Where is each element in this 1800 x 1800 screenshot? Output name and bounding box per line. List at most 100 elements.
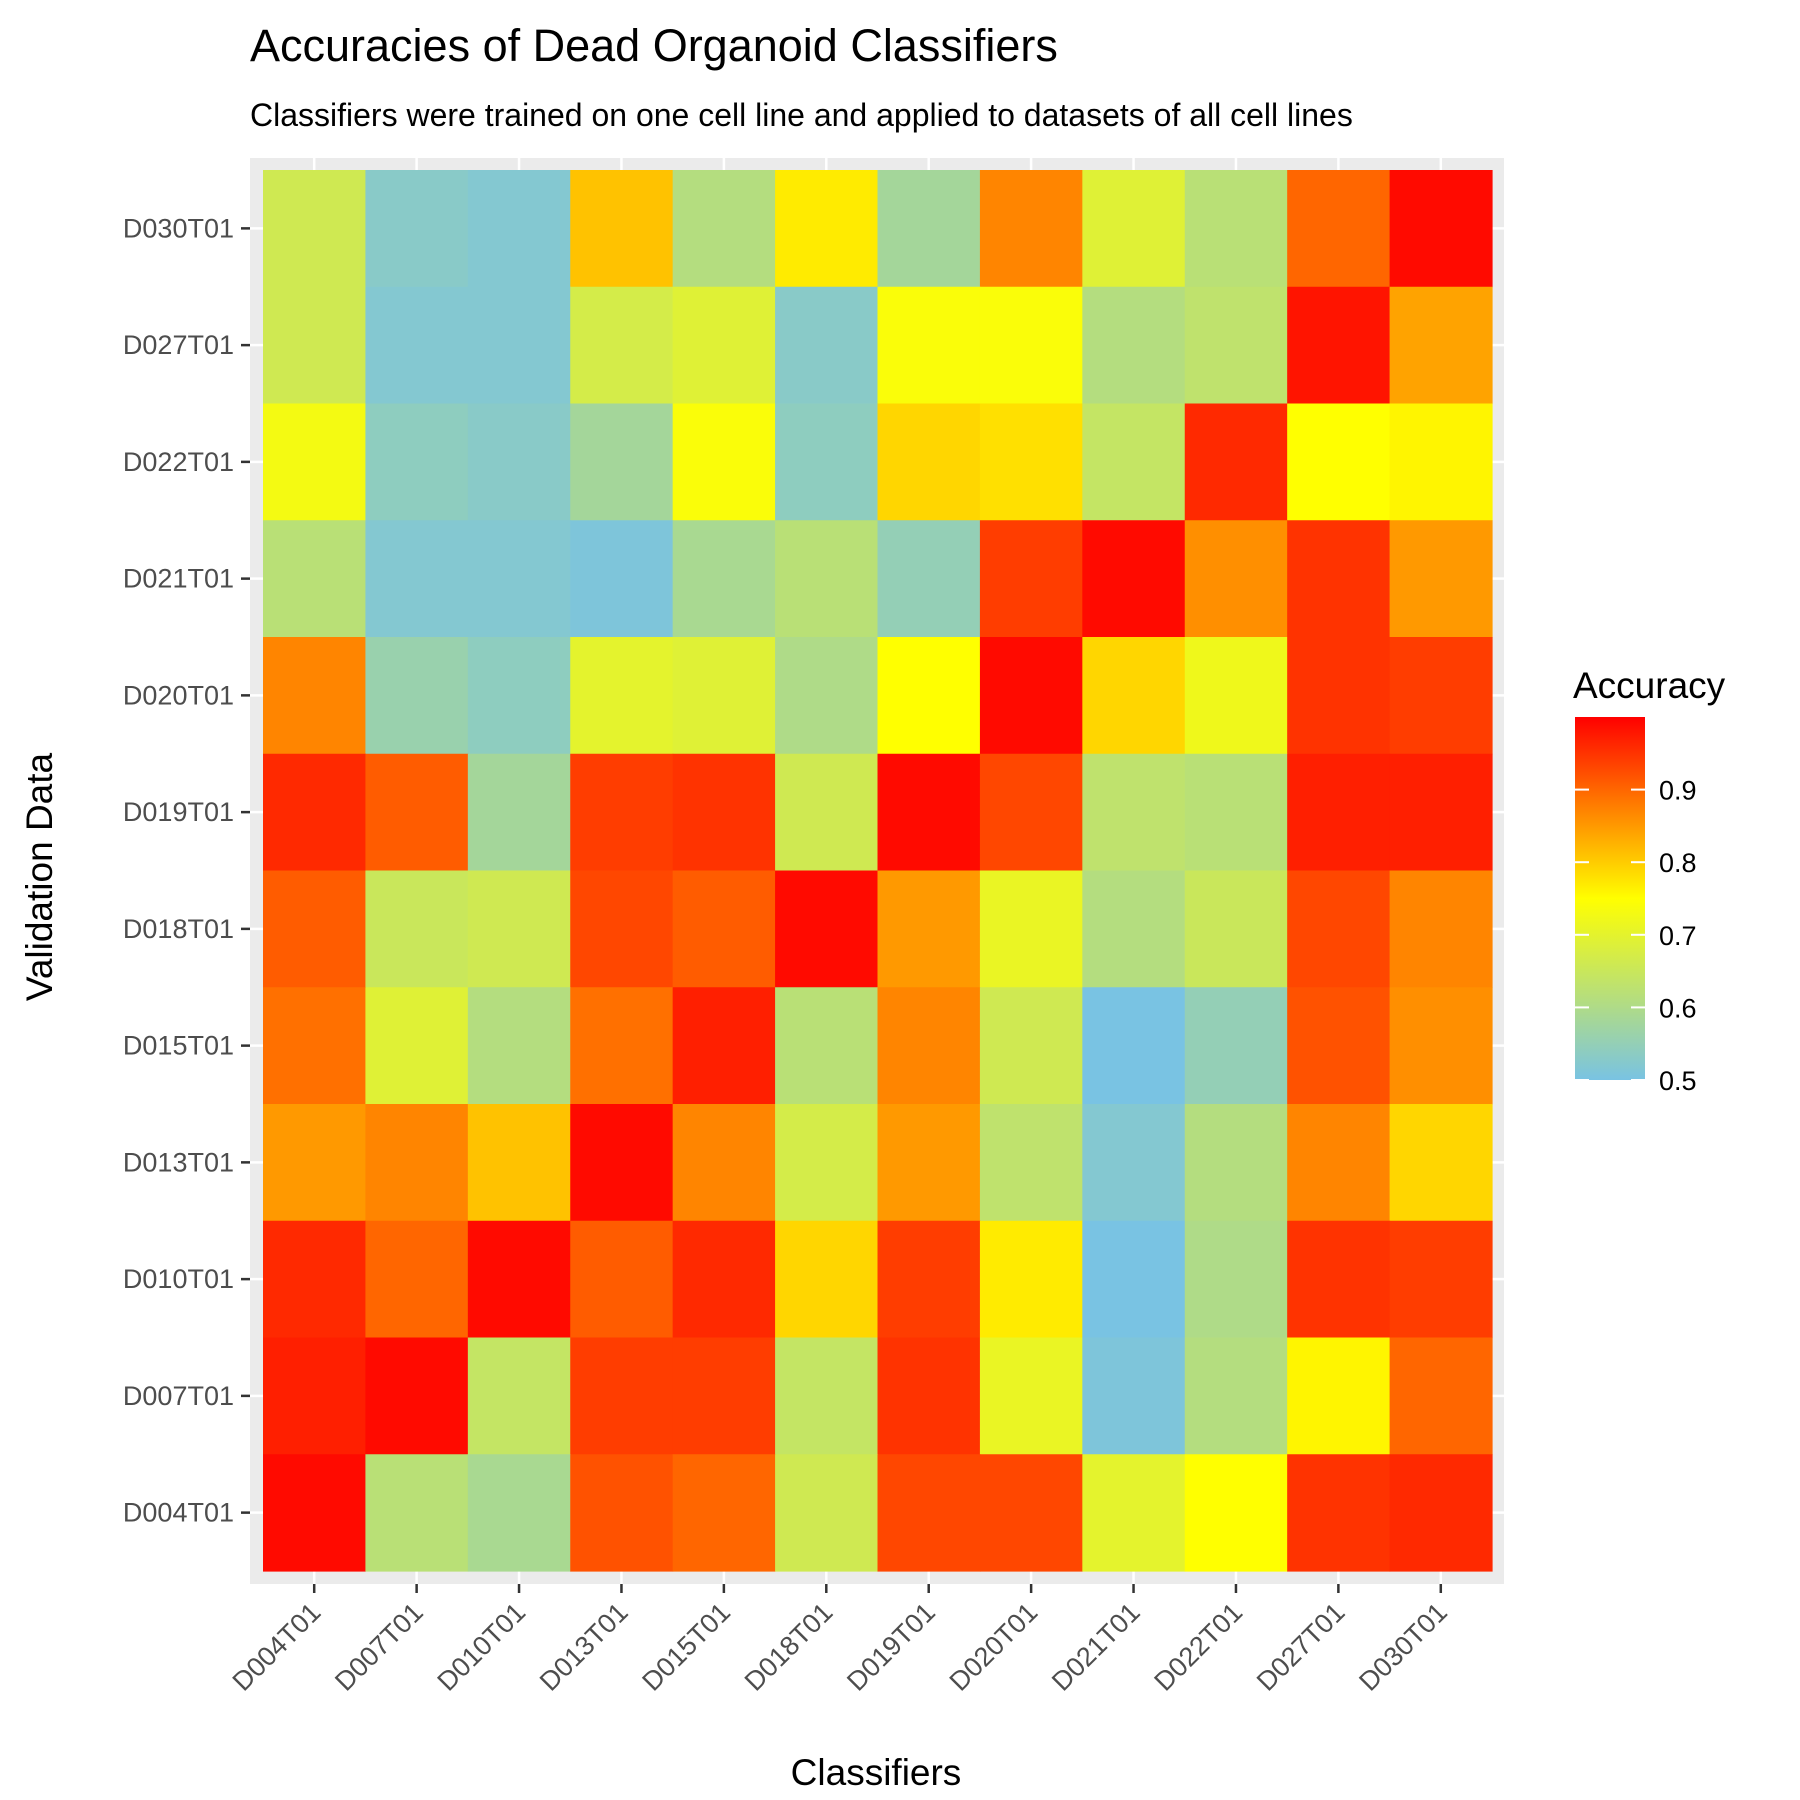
heatmap-cell: [877, 753, 981, 872]
heatmap-cell: [1184, 286, 1288, 405]
heatmap-cell: [775, 870, 879, 988]
heatmap-cell: [1287, 753, 1391, 872]
heatmap-cell: [1082, 637, 1186, 755]
x-tick-label: D019T01: [841, 1597, 941, 1697]
heatmap-cell: [467, 1454, 571, 1572]
heatmap-cell: [877, 987, 981, 1105]
y-tick-label: D020T01: [123, 680, 234, 710]
heatmap-cell: [467, 286, 571, 405]
x-tick-label: D013T01: [534, 1597, 634, 1697]
heatmap-cell: [365, 1454, 469, 1572]
heatmap-cell: [1287, 1220, 1391, 1339]
heatmap-cell: [672, 520, 776, 638]
heatmap-cell: [672, 170, 776, 288]
heatmap-cell: [1082, 753, 1186, 872]
heatmap-cell: [1287, 403, 1391, 521]
heatmap-cell: [1184, 403, 1288, 521]
heatmap-cell: [1287, 1454, 1391, 1572]
heatmap-cell: [263, 520, 367, 638]
x-tick-label: D022T01: [1148, 1597, 1248, 1697]
heatmap-cell: [570, 170, 674, 288]
heatmap-cell: [365, 753, 469, 872]
heatmap-cell: [1082, 520, 1186, 638]
x-tick-label: D018T01: [739, 1597, 839, 1697]
heatmap-cell: [672, 753, 776, 872]
heatmap-cell: [775, 1454, 879, 1572]
x-tick-label: D027T01: [1251, 1597, 1351, 1697]
heatmap-cell: [775, 1220, 879, 1339]
heatmap-cell: [877, 286, 981, 405]
y-tick-label: D027T01: [123, 330, 234, 360]
heatmap-cell: [1389, 520, 1493, 638]
heatmap-cell: [877, 1454, 981, 1572]
x-tick-label: D015T01: [636, 1597, 736, 1697]
heatmap-cell: [1184, 637, 1288, 755]
x-tick-label: D021T01: [1046, 1597, 1146, 1697]
heatmap-cell: [1082, 870, 1186, 988]
heatmap-cell: [672, 403, 776, 521]
heatmap-cell: [1389, 1454, 1493, 1572]
heatmap-cell: [570, 753, 674, 872]
heatmap-cell: [775, 987, 879, 1105]
heatmap-cell: [877, 870, 981, 988]
heatmap-cell: [467, 1220, 571, 1339]
y-tick-label: D007T01: [123, 1381, 234, 1411]
heatmap-cell: [1082, 1454, 1186, 1572]
heatmap-cell: [1389, 286, 1493, 405]
heatmap-cell: [467, 637, 571, 755]
heatmap-cell: [467, 753, 571, 872]
y-tick-label: D010T01: [123, 1264, 234, 1294]
heatmap-cell: [775, 170, 879, 288]
heatmap-cell: [570, 987, 674, 1105]
heatmap-cell: [570, 403, 674, 521]
heatmap-cell: [979, 1104, 1083, 1222]
heatmap-cell: [1287, 1337, 1391, 1455]
heatmap-cell: [877, 1337, 981, 1455]
x-tick-label: D007T01: [329, 1597, 429, 1697]
heatmap-cell: [467, 170, 571, 288]
x-tick-label: D020T01: [944, 1597, 1044, 1697]
y-tick-label: D030T01: [123, 213, 234, 243]
heatmap-cell: [979, 403, 1083, 521]
heatmap-cell: [672, 1337, 776, 1455]
heatmap-cell: [467, 987, 571, 1105]
heatmap-cell: [1287, 286, 1391, 405]
heatmap-cell: [1082, 403, 1186, 521]
heatmap-cell: [1184, 753, 1288, 872]
heatmap-cell: [1082, 286, 1186, 405]
heatmap-cell: [775, 1104, 879, 1222]
heatmap-cell: [1184, 1104, 1288, 1222]
y-axis-title: Validation Data: [19, 752, 60, 1001]
heatmap-cell: [1184, 1454, 1288, 1572]
heatmap-cell: [1389, 637, 1493, 755]
heatmap-cell: [1184, 870, 1288, 988]
heatmap-cell: [263, 1220, 367, 1339]
heatmap-cell: [365, 170, 469, 288]
heatmap-cell: [672, 870, 776, 988]
heatmap-cell: [1287, 870, 1391, 988]
heatmap-cell: [467, 1104, 571, 1222]
heatmap-cell: [365, 286, 469, 405]
heatmap-cell: [365, 987, 469, 1105]
legend-tick-label: 0.9: [1659, 776, 1697, 806]
heatmap-cell: [570, 1337, 674, 1455]
heatmap-cell: [365, 1104, 469, 1222]
heatmap-cell: [570, 870, 674, 988]
y-tick-label: D015T01: [123, 1031, 234, 1061]
heatmap-cell: [365, 403, 469, 521]
heatmap-cell: [467, 870, 571, 988]
heatmap-cell: [979, 637, 1083, 755]
heatmap-cell: [570, 520, 674, 638]
heatmap-cell: [1082, 170, 1186, 288]
heatmap-cell: [979, 987, 1083, 1105]
heatmap-cell: [263, 403, 367, 521]
heatmap-cell: [365, 637, 469, 755]
heatmap-cell: [263, 1337, 367, 1455]
heatmap-cell: [979, 1220, 1083, 1339]
heatmap-cell: [365, 870, 469, 988]
heatmap-cell: [1287, 637, 1391, 755]
heatmap-cell: [1184, 170, 1288, 288]
heatmap-cell: [263, 1104, 367, 1222]
heatmap-cell: [365, 1337, 469, 1455]
